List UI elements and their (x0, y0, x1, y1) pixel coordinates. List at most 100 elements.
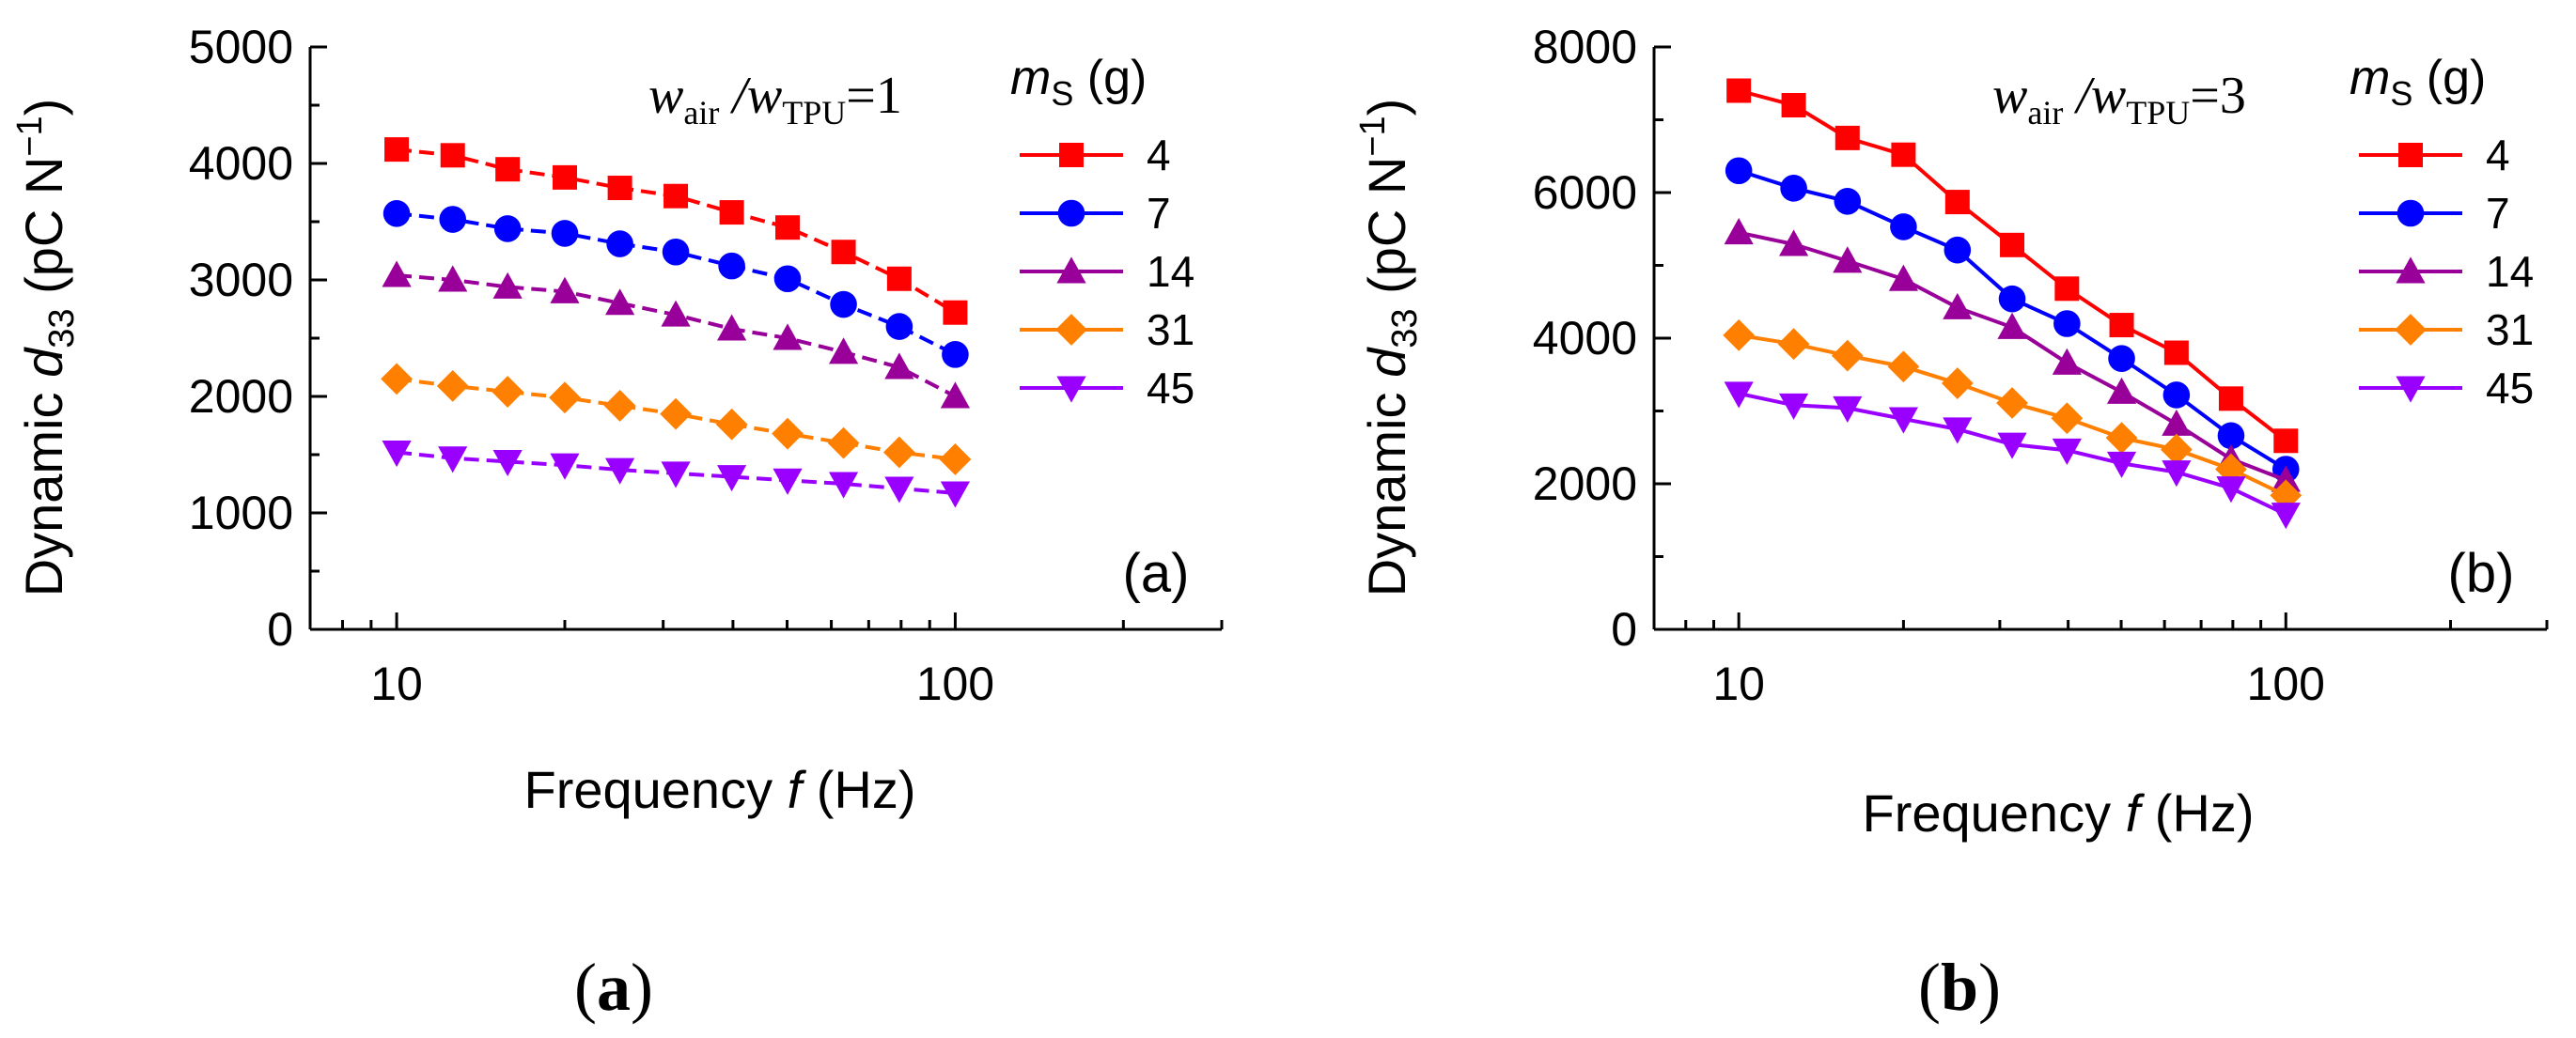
legend-b: 4 7 14 31 45 (2359, 131, 2534, 412)
data-point (1726, 78, 1752, 103)
series-line (396, 273, 957, 398)
data-point (550, 453, 580, 480)
data-point (492, 449, 523, 477)
data-point (1943, 292, 1973, 319)
y-tick-label: 1000 (189, 487, 293, 539)
annotation-b: wair /wTPU=3 (1992, 67, 2246, 132)
legend-title-a: mS (g) (1010, 51, 1147, 113)
data-point (1778, 393, 1809, 420)
legend-label: 45 (1147, 364, 1194, 412)
legend-item-14: 14 (1020, 247, 1194, 296)
legend-label: 14 (2486, 247, 2534, 296)
legend-item-31: 31 (1020, 305, 1194, 354)
axes-b: 0 2000 4000 6000 8000 10 100 (1533, 21, 2549, 710)
y-tick-label: 5000 (189, 21, 293, 73)
data-point (775, 215, 801, 240)
data-point (2216, 476, 2246, 504)
data-point (886, 266, 912, 291)
data-point (605, 288, 635, 316)
y-tick-label: 6000 (1533, 166, 1637, 219)
y-tick-label: 0 (267, 603, 293, 656)
data-point (2053, 310, 2081, 337)
legend-label: 45 (2486, 364, 2534, 412)
data-point (1890, 213, 1917, 240)
data-point (1833, 246, 1863, 273)
legend-marker (1059, 143, 1084, 167)
y-tick-label: 3000 (189, 254, 293, 306)
legend-marker (1056, 376, 1086, 403)
legend-marker (2396, 376, 2426, 403)
data-point (1725, 157, 1753, 185)
data-point (603, 390, 636, 422)
data-point (495, 157, 521, 182)
data-point (1831, 339, 1864, 372)
data-point (664, 183, 689, 209)
data-point (2217, 422, 2245, 450)
data-point (1780, 175, 1807, 202)
data-point (1891, 142, 1916, 167)
data-point (2162, 460, 2192, 488)
panel-tag-a: (a) (1123, 543, 1190, 604)
data-point (2052, 348, 2082, 375)
data-point (382, 441, 412, 468)
legend-item-45: 45 (1020, 364, 1194, 412)
series-4-a (384, 137, 968, 325)
y-axis-title-a: Dynamic d33 (pC N−1) (10, 99, 82, 597)
legend-label: 4 (2486, 131, 2510, 179)
data-point (384, 137, 410, 163)
x-axis-title-b: Frequency f (Hz) (1863, 783, 2255, 843)
legend-marker (2396, 256, 2426, 284)
legend-label: 7 (2486, 189, 2510, 238)
x-tick-label: 100 (2247, 658, 2325, 710)
x-axis-title-a: Frequency f (Hz) (524, 760, 916, 819)
x-tick-label: 100 (916, 658, 994, 710)
data-point (2054, 276, 2080, 302)
data-point (885, 313, 913, 340)
axes-a: 0 1000 2000 3000 4000 5000 10 100 (189, 21, 1224, 710)
data-point (549, 381, 581, 414)
series-45-a (382, 441, 971, 508)
data-point (1834, 125, 1860, 150)
data-point (719, 200, 744, 225)
data-point (940, 381, 971, 409)
data-point (2106, 451, 2137, 478)
series-4-b (1726, 78, 2299, 454)
data-point (1781, 93, 1806, 117)
data-point (773, 323, 803, 350)
plot-area-a (381, 137, 972, 508)
legend-label: 31 (1147, 305, 1194, 354)
series-14-a (382, 260, 971, 409)
data-point (381, 363, 413, 395)
data-point (439, 206, 467, 233)
data-point (440, 143, 465, 168)
series-31-b (1723, 319, 2303, 512)
legend-item-31: 31 (2359, 305, 2534, 354)
series-line (396, 147, 957, 315)
data-point (831, 240, 856, 265)
y-tick-label: 4000 (189, 137, 293, 190)
data-point (943, 300, 968, 325)
legend-item-4: 4 (1020, 131, 1171, 179)
data-point (2271, 503, 2301, 530)
data-point (1724, 218, 1754, 245)
data-point (1996, 387, 2028, 419)
legend-item-7: 7 (1020, 189, 1171, 238)
data-point (436, 369, 469, 402)
data-point (2162, 409, 2192, 436)
data-point (551, 220, 579, 247)
chart-panel-b: 0 2000 4000 6000 8000 10 100 Dynamic d33 (pC N… (1353, 21, 2549, 843)
data-point (2271, 465, 2301, 492)
data-point (717, 314, 747, 341)
legend-marker (1056, 256, 1086, 284)
legend-marker (2398, 143, 2423, 167)
legend-marker (1055, 314, 1087, 346)
data-point (884, 476, 914, 504)
data-point (1778, 229, 1809, 256)
data-point (382, 200, 411, 227)
data-point (1888, 264, 1918, 291)
data-point (773, 468, 803, 495)
legend-marker (1057, 199, 1085, 227)
data-point (1997, 312, 2027, 339)
legend-label: 31 (2486, 305, 2534, 354)
